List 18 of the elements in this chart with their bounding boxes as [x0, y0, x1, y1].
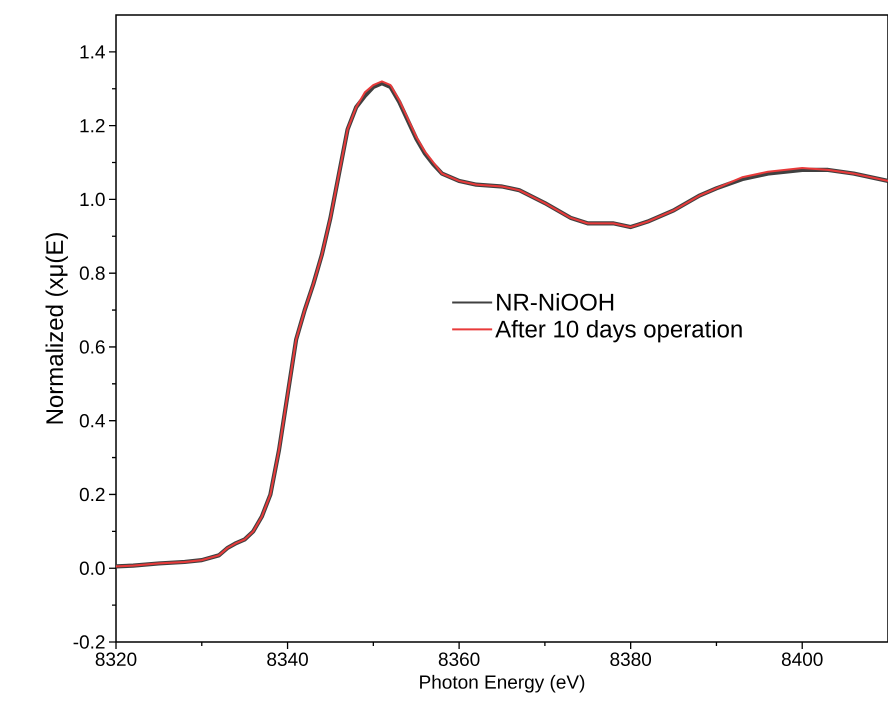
x-tick-label: 8340	[267, 652, 308, 666]
legend-label: NR-NiOOH	[497, 293, 614, 311]
y-tick-label: 0.2	[80, 488, 105, 502]
x-tick-label: 8320	[96, 652, 136, 666]
y-tick-label: 1.2	[80, 119, 105, 132]
x-tick-label: 8400	[782, 652, 823, 666]
x-axis-title: Photon Energy (eV)	[420, 674, 584, 693]
y-tick-label: 1.0	[80, 192, 105, 206]
x-tick-label: 8380	[610, 652, 652, 666]
y-tick-label: 0.0	[80, 561, 105, 575]
y-tick-label: 0.8	[80, 266, 105, 280]
y-tick-label: 1.4	[80, 45, 105, 58]
legend-label: After 10 days operation	[495, 320, 742, 342]
y-tick-label: 0.4	[80, 414, 105, 428]
x-tick-label: 8360	[438, 652, 480, 666]
y-axis-title: Normalized (xμ(E)	[46, 233, 68, 424]
y-tick-label: 0.6	[80, 340, 105, 354]
y-tick-label: -0.2	[74, 635, 105, 649]
